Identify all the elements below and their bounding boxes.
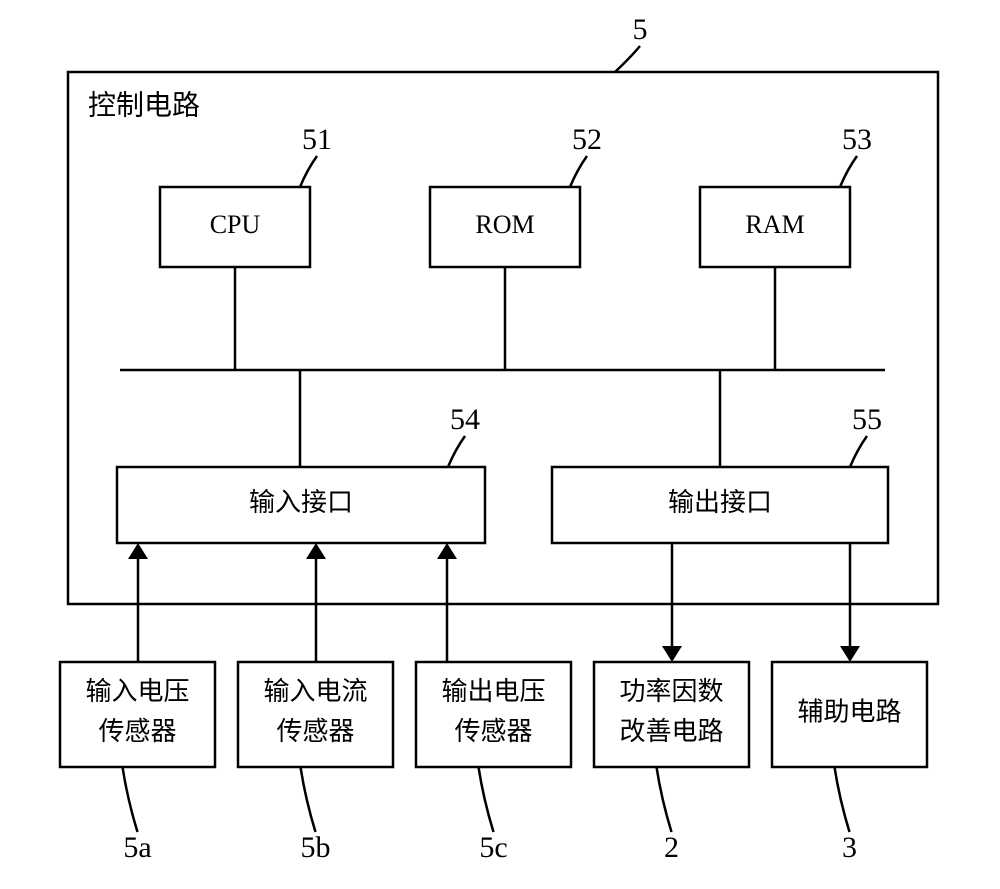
pfc-arrowhead-icon bbox=[662, 646, 682, 662]
pfc-label-line-0: 功率因数 bbox=[619, 677, 723, 706]
vout_sensor-label-line-0: 输出电压 bbox=[441, 677, 545, 706]
iin_sensor-label-line-0: 输入电流 bbox=[263, 677, 367, 706]
rom-number: 52 bbox=[572, 123, 602, 156]
aux-number: 3 bbox=[842, 831, 857, 864]
vin_sensor-label-line-0: 输入电压 bbox=[85, 677, 189, 706]
ram-number: 53 bbox=[842, 123, 872, 156]
vin_sensor-number-pointer bbox=[123, 767, 138, 832]
vin_sensor-number: 5a bbox=[123, 831, 151, 864]
iin_sensor-label-line-1: 传感器 bbox=[276, 717, 354, 746]
vout_sensor-label-line-1: 传感器 bbox=[454, 717, 532, 746]
cpu-number: 51 bbox=[302, 123, 332, 156]
vout_sensor-number: 5c bbox=[479, 831, 507, 864]
pfc-label-line-1: 改善电路 bbox=[619, 717, 723, 746]
vin_sensor-label-line-1: 传感器 bbox=[98, 717, 176, 746]
output-interface-number: 55 bbox=[852, 403, 882, 436]
pfc-number: 2 bbox=[664, 831, 679, 864]
cpu-label: CPU bbox=[210, 210, 261, 239]
label-5-group: 5 bbox=[615, 13, 648, 72]
iin_sensor-number-pointer bbox=[301, 767, 316, 832]
label-5-text: 5 bbox=[633, 13, 648, 46]
aux-number-pointer bbox=[835, 767, 850, 832]
input-interface-number: 54 bbox=[450, 403, 480, 436]
input-interface-label: 输入接口 bbox=[249, 488, 353, 517]
vout_sensor-number-pointer bbox=[479, 767, 494, 832]
output-interface-label: 输出接口 bbox=[668, 488, 772, 517]
ram-label: RAM bbox=[745, 210, 804, 239]
pfc-number-pointer bbox=[657, 767, 672, 832]
iin_sensor-number: 5b bbox=[301, 831, 331, 864]
rom-label: ROM bbox=[475, 210, 534, 239]
aux-arrowhead-icon bbox=[840, 646, 860, 662]
aux-label: 辅助电路 bbox=[797, 697, 901, 726]
control-circuit-label: 控制电路 bbox=[88, 89, 200, 121]
label-5-pointer bbox=[615, 46, 640, 72]
